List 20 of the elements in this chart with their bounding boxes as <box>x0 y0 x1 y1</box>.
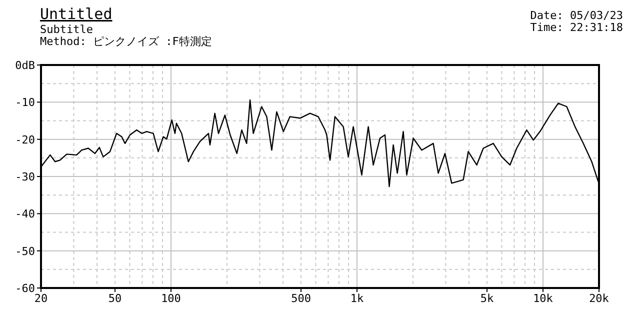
y-tick-label: -60 <box>15 282 35 295</box>
y-tick-label: -50 <box>15 244 35 258</box>
text: Method: ピンクノイズ :F特測定 <box>40 35 212 48</box>
y-tick-label: -10 <box>15 96 35 110</box>
text: Date: 05/03/23 <box>530 9 623 22</box>
x-tick-label: 100 <box>161 292 181 305</box>
x-tick-label: 500 <box>291 292 311 305</box>
y-tick-label: -20 <box>15 133 35 146</box>
x-tick-label: 1k <box>350 292 364 305</box>
x-tick-label: 5k <box>480 292 494 305</box>
x-tick-label: 20k <box>589 292 610 305</box>
x-tick-label: 10k <box>533 292 554 305</box>
y-tick-label: -40 <box>15 208 35 221</box>
y-tick-label: 0dB <box>15 59 36 72</box>
text: Time: 22:31:18 <box>530 21 623 34</box>
x-tick-label: 20 <box>34 292 48 305</box>
chart-title: Untitled <box>40 5 112 23</box>
y-tick-label: -30 <box>15 170 35 184</box>
x-tick-label: 50 <box>108 292 122 305</box>
chart-subtitle: Subtitle <box>40 23 93 36</box>
